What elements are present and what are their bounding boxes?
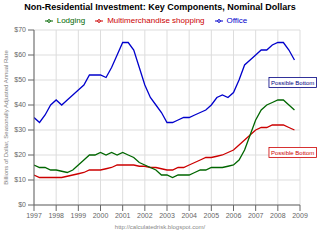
svg-text:2009: 2009	[292, 212, 308, 219]
svg-text:$10: $10	[14, 176, 26, 183]
svg-text:Possible Bottom: Possible Bottom	[271, 150, 312, 156]
svg-text:1997: 1997	[26, 212, 42, 219]
svg-text:$40: $40	[14, 101, 26, 108]
html-text:Office: Office	[226, 16, 248, 25]
svg-text:2008: 2008	[270, 212, 286, 219]
html-text:http://calculatedrisk.blogspot: http://calculatedrisk.blogspot.com/	[114, 224, 206, 230]
svg-text:2005: 2005	[204, 212, 220, 219]
svg-text:$50: $50	[14, 76, 26, 83]
svg-text:$60: $60	[14, 51, 26, 58]
svg-text:2006: 2006	[226, 212, 242, 219]
html-text:Multimerchandise shopping: Multimerchandise shopping	[107, 16, 205, 25]
svg-text:Possible Bottom: Possible Bottom	[271, 80, 312, 86]
svg-text:$20: $20	[14, 151, 26, 158]
svg-text:1999: 1999	[71, 212, 87, 219]
svg-text:$30: $30	[14, 126, 26, 133]
svg-text:1998: 1998	[48, 212, 64, 219]
svg-text:2007: 2007	[248, 212, 264, 219]
svg-text:$0: $0	[18, 201, 26, 208]
svg-text:2003: 2003	[159, 212, 175, 219]
svg-text:$70: $70	[14, 26, 26, 33]
svg-text:2004: 2004	[181, 212, 197, 219]
svg-text:2001: 2001	[115, 212, 131, 219]
html-text:Non-Residential Investment: Ke: Non-Residential Investment: Key Componen…	[24, 2, 296, 12]
html-text:Lodging: Lodging	[56, 16, 86, 25]
svg-text:2002: 2002	[137, 212, 153, 219]
svg-text:Billions of Dollar, Seasonally: Billions of Dollar, Seasonally Adjusted …	[8, 50, 9, 185]
svg-text:2000: 2000	[93, 212, 109, 219]
